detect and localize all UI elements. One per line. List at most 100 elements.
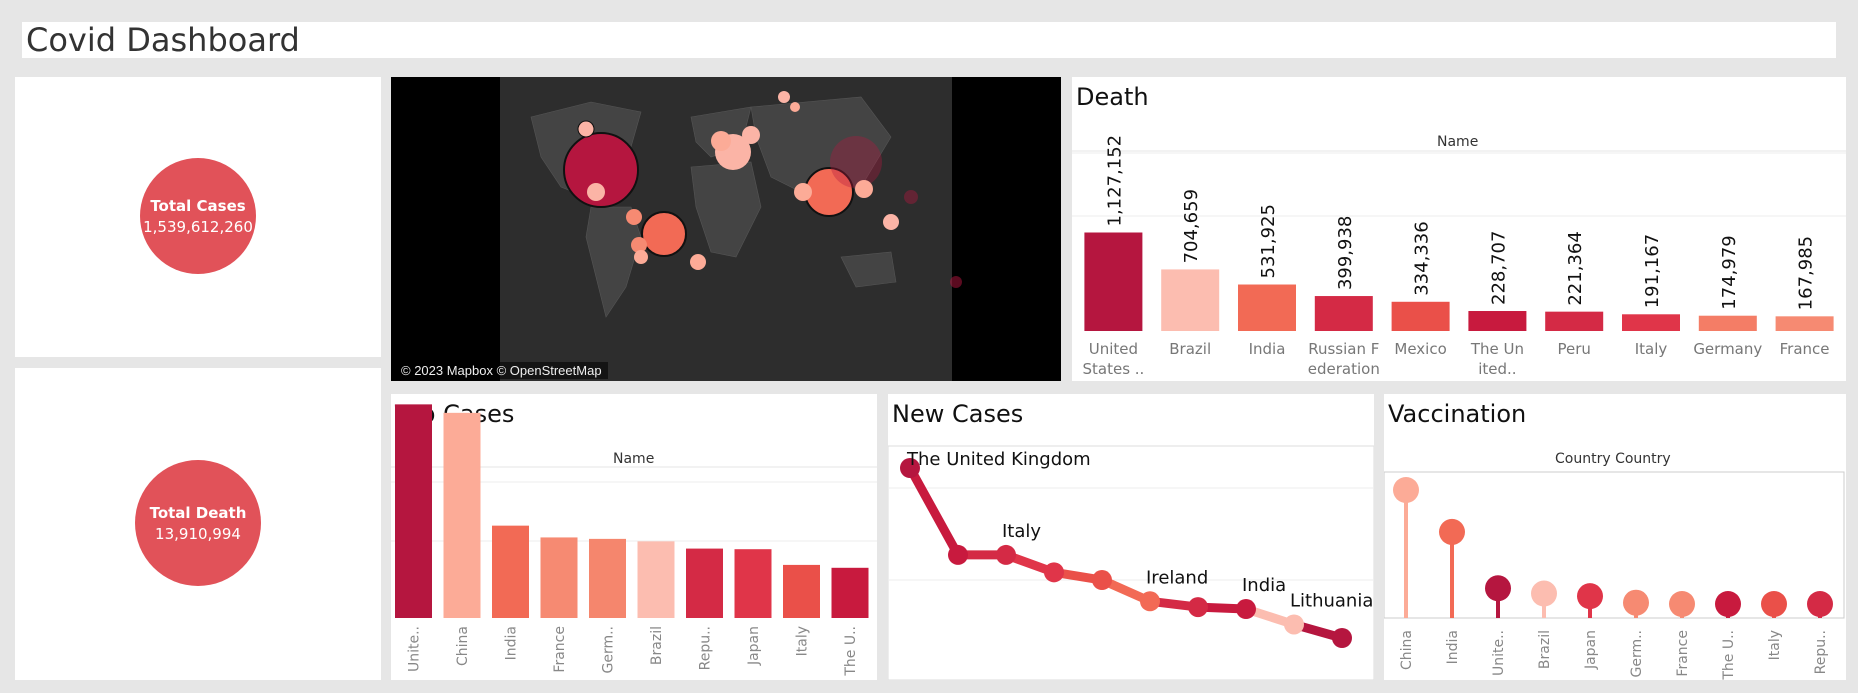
top-cases-bar[interactable]	[589, 538, 626, 618]
kpi-total-death-circle[interactable]: Total Death 13,910,994	[135, 460, 261, 586]
map-bubble-australia[interactable]	[950, 276, 962, 288]
new-cases-chart-title: New Cases	[892, 400, 1024, 428]
map-attribution[interactable]: © 2023 Mapbox © OpenStreetMap	[395, 362, 608, 379]
map-bubble-canada[interactable]	[577, 120, 595, 138]
death-category-label: Germany	[1693, 340, 1762, 358]
new-cases-point[interactable]	[900, 458, 920, 478]
death-bar[interactable]	[1238, 284, 1296, 331]
map-bubble-europe-2[interactable]	[742, 126, 760, 144]
top-cases-bar[interactable]	[395, 404, 432, 618]
new-cases-point[interactable]	[1284, 614, 1304, 635]
death-category-label: Russian F	[1308, 340, 1379, 358]
top-cases-bar[interactable]	[734, 549, 772, 618]
new-cases-point[interactable]	[1188, 597, 1208, 618]
top-cases-category-label: Italy	[795, 626, 811, 656]
top-cases-bar[interactable]	[540, 537, 578, 618]
map-bubble-russia[interactable]	[778, 91, 790, 103]
vaccination-point[interactable]	[1531, 580, 1557, 607]
map-bubble-china[interactable]	[830, 136, 882, 188]
death-bar[interactable]	[1084, 232, 1143, 331]
map-bubbles[interactable]	[563, 91, 962, 288]
new-cases-point[interactable]	[1236, 599, 1256, 620]
death-bar[interactable]	[1622, 314, 1680, 331]
new-cases-point[interactable]	[996, 544, 1016, 565]
map-bubble-united-states[interactable]	[563, 132, 639, 208]
top-cases-bar[interactable]	[783, 564, 820, 618]
vaccination-point[interactable]	[1439, 518, 1465, 545]
death-bar[interactable]	[1698, 315, 1757, 331]
vaccination-point[interactable]	[1807, 591, 1833, 617]
death-category-label: States ..	[1082, 360, 1144, 378]
map-bubble-brazil[interactable]	[641, 211, 687, 257]
map-bubble-japan[interactable]	[904, 190, 918, 204]
vaccination-point[interactable]	[1577, 583, 1603, 610]
map-bubble-russia-2[interactable]	[790, 102, 800, 112]
map-bubble-south-africa[interactable]	[690, 254, 706, 270]
death-data-label: 1,127,152	[1104, 135, 1125, 227]
vaccination-category-label: India	[1445, 630, 1461, 664]
top-cases-bar[interactable]	[492, 525, 529, 618]
map-bubble-peru[interactable]	[631, 237, 647, 253]
map-bubble-mexico[interactable]	[587, 183, 605, 201]
vaccination-point[interactable]	[1761, 591, 1787, 617]
top-cases-category-label: Repu..	[698, 626, 714, 670]
dashboard-title: Covid Dashboard	[26, 22, 300, 58]
new-cases-point[interactable]	[1140, 591, 1160, 612]
vaccination-point[interactable]	[1715, 591, 1741, 617]
death-bar[interactable]	[1775, 316, 1834, 331]
death-data-label: 167,985	[1796, 236, 1817, 310]
vaccination-point[interactable]	[1393, 477, 1419, 503]
death-bar[interactable]	[1161, 269, 1220, 331]
new-cases-point[interactable]	[1092, 570, 1112, 591]
vaccination-point[interactable]	[1485, 575, 1511, 602]
new-cases-point-label: The United Kingdom	[906, 449, 1091, 470]
death-data-label: 228,707	[1488, 231, 1509, 305]
death-category-label: United	[1089, 340, 1138, 358]
dashboard-header: Covid Dashboard	[22, 22, 1836, 58]
death-category-label: Brazil	[1169, 340, 1211, 358]
new-cases-chart[interactable]: The United Kingdom Italy Ireland IndiaLithu…	[888, 394, 1374, 680]
map-bubble-chile[interactable]	[634, 250, 648, 264]
top-cases-bar[interactable]	[831, 567, 869, 618]
death-bar[interactable]	[1545, 311, 1604, 331]
top-cases-bar[interactable]	[637, 541, 675, 618]
new-cases-point[interactable]	[1332, 628, 1352, 648]
top-cases-category-label: Brazil	[649, 626, 665, 665]
death-chart-panel: Death Name 1,127,152 United States .. 704,6…	[1072, 77, 1846, 381]
top-cases-bar[interactable]	[443, 412, 481, 618]
top-cases-category-label: Germ..	[601, 626, 617, 674]
vaccination-point[interactable]	[1669, 591, 1695, 617]
map-bubble-bangladesh[interactable]	[855, 180, 873, 198]
vaccination-category-label: Italy	[1767, 630, 1783, 660]
vaccination-category-label: Brazil	[1537, 630, 1553, 669]
map-bubble-iran[interactable]	[794, 183, 812, 201]
death-bar[interactable]	[1314, 296, 1373, 331]
death-chart-header: Name	[1437, 134, 1479, 150]
top-cases-chart[interactable]: Unite.. China India France Germ.. Brazil Repu.…	[391, 394, 877, 680]
top-cases-category-label: India	[504, 626, 520, 660]
vaccination-point[interactable]	[1623, 589, 1649, 616]
world-map[interactable]	[391, 77, 1061, 381]
death-bar[interactable]	[1391, 301, 1450, 331]
top-cases-category-label: China	[455, 626, 471, 666]
death-category-label: India	[1249, 340, 1286, 358]
map-bubble-colombia[interactable]	[626, 209, 642, 225]
death-data-label: 174,979	[1719, 235, 1740, 309]
new-cases-point[interactable]	[1044, 562, 1064, 583]
death-data-label: 191,167	[1642, 234, 1663, 308]
kpi-total-cases-circle[interactable]: Total Cases 1,539,612,260	[140, 158, 256, 274]
map-bubble-europe-3[interactable]	[711, 131, 731, 151]
death-category-label: Peru	[1557, 340, 1590, 358]
vaccination-category-label: Repu..	[1813, 630, 1829, 674]
new-cases-chart-panel: New Cases The United Kingdom Italy Ireland…	[888, 394, 1374, 680]
new-cases-point[interactable]	[948, 544, 968, 565]
death-data-label: 399,938	[1335, 216, 1356, 290]
death-chart[interactable]: 1,127,152 United States .. 704,659 Brazil 531…	[1072, 77, 1846, 381]
vaccination-chart-header: Country Country	[1555, 451, 1671, 467]
map-bubble-indonesia[interactable]	[883, 214, 899, 230]
vaccination-chart[interactable]: China India Unite.. Brazil Japan Germ.. France…	[1384, 394, 1846, 680]
top-cases-category-label: France	[552, 626, 568, 673]
world-map-panel[interactable]: © 2023 Mapbox © OpenStreetMap	[391, 77, 1061, 381]
death-bar[interactable]	[1468, 311, 1527, 331]
top-cases-bar[interactable]	[686, 548, 723, 618]
